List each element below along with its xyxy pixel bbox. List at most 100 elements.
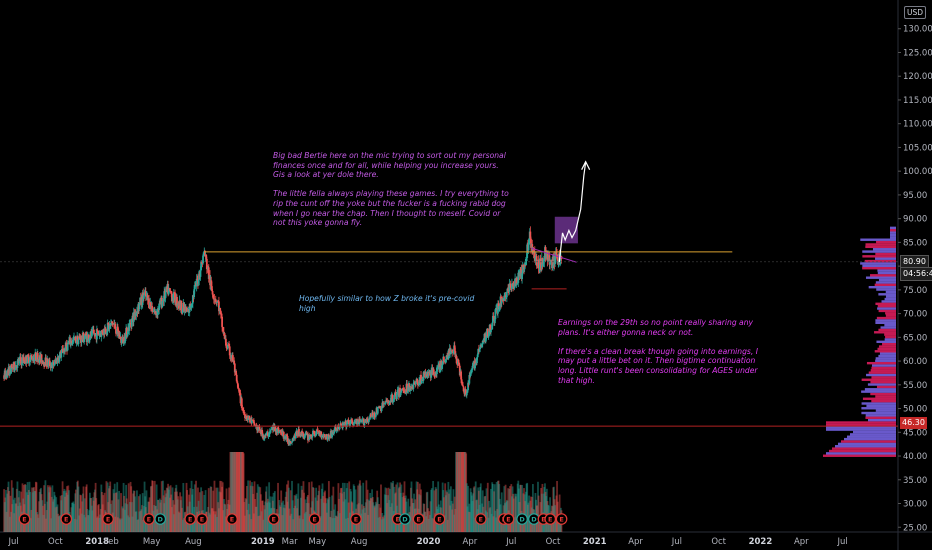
- volume-profile-bar: [882, 342, 896, 346]
- volume-bar: [65, 492, 68, 532]
- candle-body: [176, 296, 178, 306]
- candle-body: [233, 363, 236, 373]
- volume-bar: [249, 480, 251, 532]
- candle-body: [170, 292, 173, 294]
- event-marker-label: E: [312, 516, 316, 524]
- volume-bar: [170, 507, 173, 532]
- candle-body: [533, 251, 536, 261]
- volume-bar: [139, 494, 142, 532]
- candle-body: [62, 352, 65, 354]
- volume-bar: [211, 508, 213, 532]
- volume-bar: [5, 489, 7, 532]
- volume-profile-bar: [876, 288, 896, 291]
- candle-body: [106, 331, 108, 334]
- volume-bar: [247, 503, 250, 532]
- volume-bar: [495, 481, 498, 532]
- candle-body: [40, 354, 43, 363]
- volume-bar: [474, 517, 476, 532]
- volume-bar: [253, 481, 256, 532]
- candle-body: [222, 327, 225, 334]
- volume-bar: [481, 490, 484, 532]
- candle-body: [238, 392, 241, 394]
- candle-body: [143, 295, 145, 299]
- volume-bar: [52, 501, 54, 532]
- annotation-bertie-intro[interactable]: Big bad Bertie here on the mic trying to…: [273, 151, 509, 228]
- candle-body: [36, 353, 39, 362]
- volume-bar: [258, 486, 260, 532]
- volume-bar: [206, 516, 209, 532]
- volume-bar: [17, 497, 20, 532]
- volume-bar: [136, 490, 138, 532]
- candle-body: [289, 441, 292, 445]
- volume-bar: [40, 494, 43, 532]
- volume-bar: [462, 452, 464, 532]
- currency-badge[interactable]: USD: [904, 6, 926, 19]
- volume-bar: [48, 492, 51, 532]
- volume-bar: [129, 481, 132, 532]
- volume-bar: [345, 488, 348, 532]
- volume-bar: [86, 508, 89, 532]
- candle-body: [408, 383, 411, 391]
- volume-profile-bar: [871, 366, 896, 370]
- volume-bar: [552, 487, 555, 532]
- volume-bar: [122, 482, 125, 532]
- volume-bar: [542, 493, 545, 532]
- candle-body: [439, 366, 442, 372]
- candle-body: [430, 370, 433, 378]
- volume-bar: [484, 495, 487, 532]
- candle-body: [115, 333, 118, 335]
- volume-bar: [225, 516, 227, 532]
- volume-bar: [394, 492, 397, 532]
- volume-bar: [465, 453, 468, 532]
- candle-body: [516, 278, 518, 284]
- volume-bar: [541, 483, 544, 532]
- volume-bar: [431, 518, 434, 532]
- price-tick-label: 125.00: [903, 48, 932, 58]
- candle-body: [106, 322, 109, 332]
- candle-body: [320, 435, 323, 438]
- volume-bar: [373, 505, 375, 532]
- candle-body: [240, 398, 243, 409]
- volume-bar: [348, 481, 351, 532]
- volume-bar: [333, 509, 335, 532]
- volume-bar: [329, 517, 332, 532]
- volume-bar: [347, 502, 350, 532]
- volume-bar: [94, 489, 96, 532]
- candle-body: [519, 269, 522, 271]
- candle-body: [92, 329, 95, 334]
- volume-bar: [155, 484, 158, 532]
- volume-bar: [222, 510, 225, 532]
- volume-bar: [370, 498, 373, 532]
- candle-body: [211, 290, 214, 295]
- annotation-earnings-plan[interactable]: Earnings on the 29th so no point really …: [558, 318, 758, 385]
- volume-bar: [183, 518, 185, 532]
- volume-bar: [390, 482, 393, 532]
- time-tick-label: 2019: [251, 537, 275, 547]
- candle-body: [251, 419, 254, 421]
- time-tick-label: Feb: [104, 537, 119, 547]
- volume-bar: [202, 518, 205, 532]
- volume-profile-bar: [862, 250, 896, 253]
- price-tick-label: 85.00: [903, 238, 927, 248]
- candle-body: [114, 323, 117, 330]
- volume-bar: [81, 501, 84, 532]
- volume-bar: [229, 452, 232, 532]
- volume-bar: [418, 494, 421, 532]
- annotation-z-comparison[interactable]: Hopefully similar to how Z broke it's pr…: [299, 294, 475, 313]
- volume-bar: [455, 452, 457, 532]
- candle-body: [451, 350, 454, 353]
- volume-bar: [28, 481, 31, 532]
- volume-bar: [95, 517, 98, 532]
- candle-body: [399, 387, 401, 396]
- candle-body: [500, 299, 503, 304]
- candle-body: [199, 270, 202, 277]
- volume-bar: [513, 517, 516, 532]
- candle-body: [85, 333, 87, 336]
- volume-profile-bar: [841, 440, 896, 443]
- event-marker-label: E: [395, 516, 399, 524]
- volume-bar: [242, 453, 245, 532]
- volume-bar: [315, 519, 318, 532]
- volume-bar: [113, 493, 115, 532]
